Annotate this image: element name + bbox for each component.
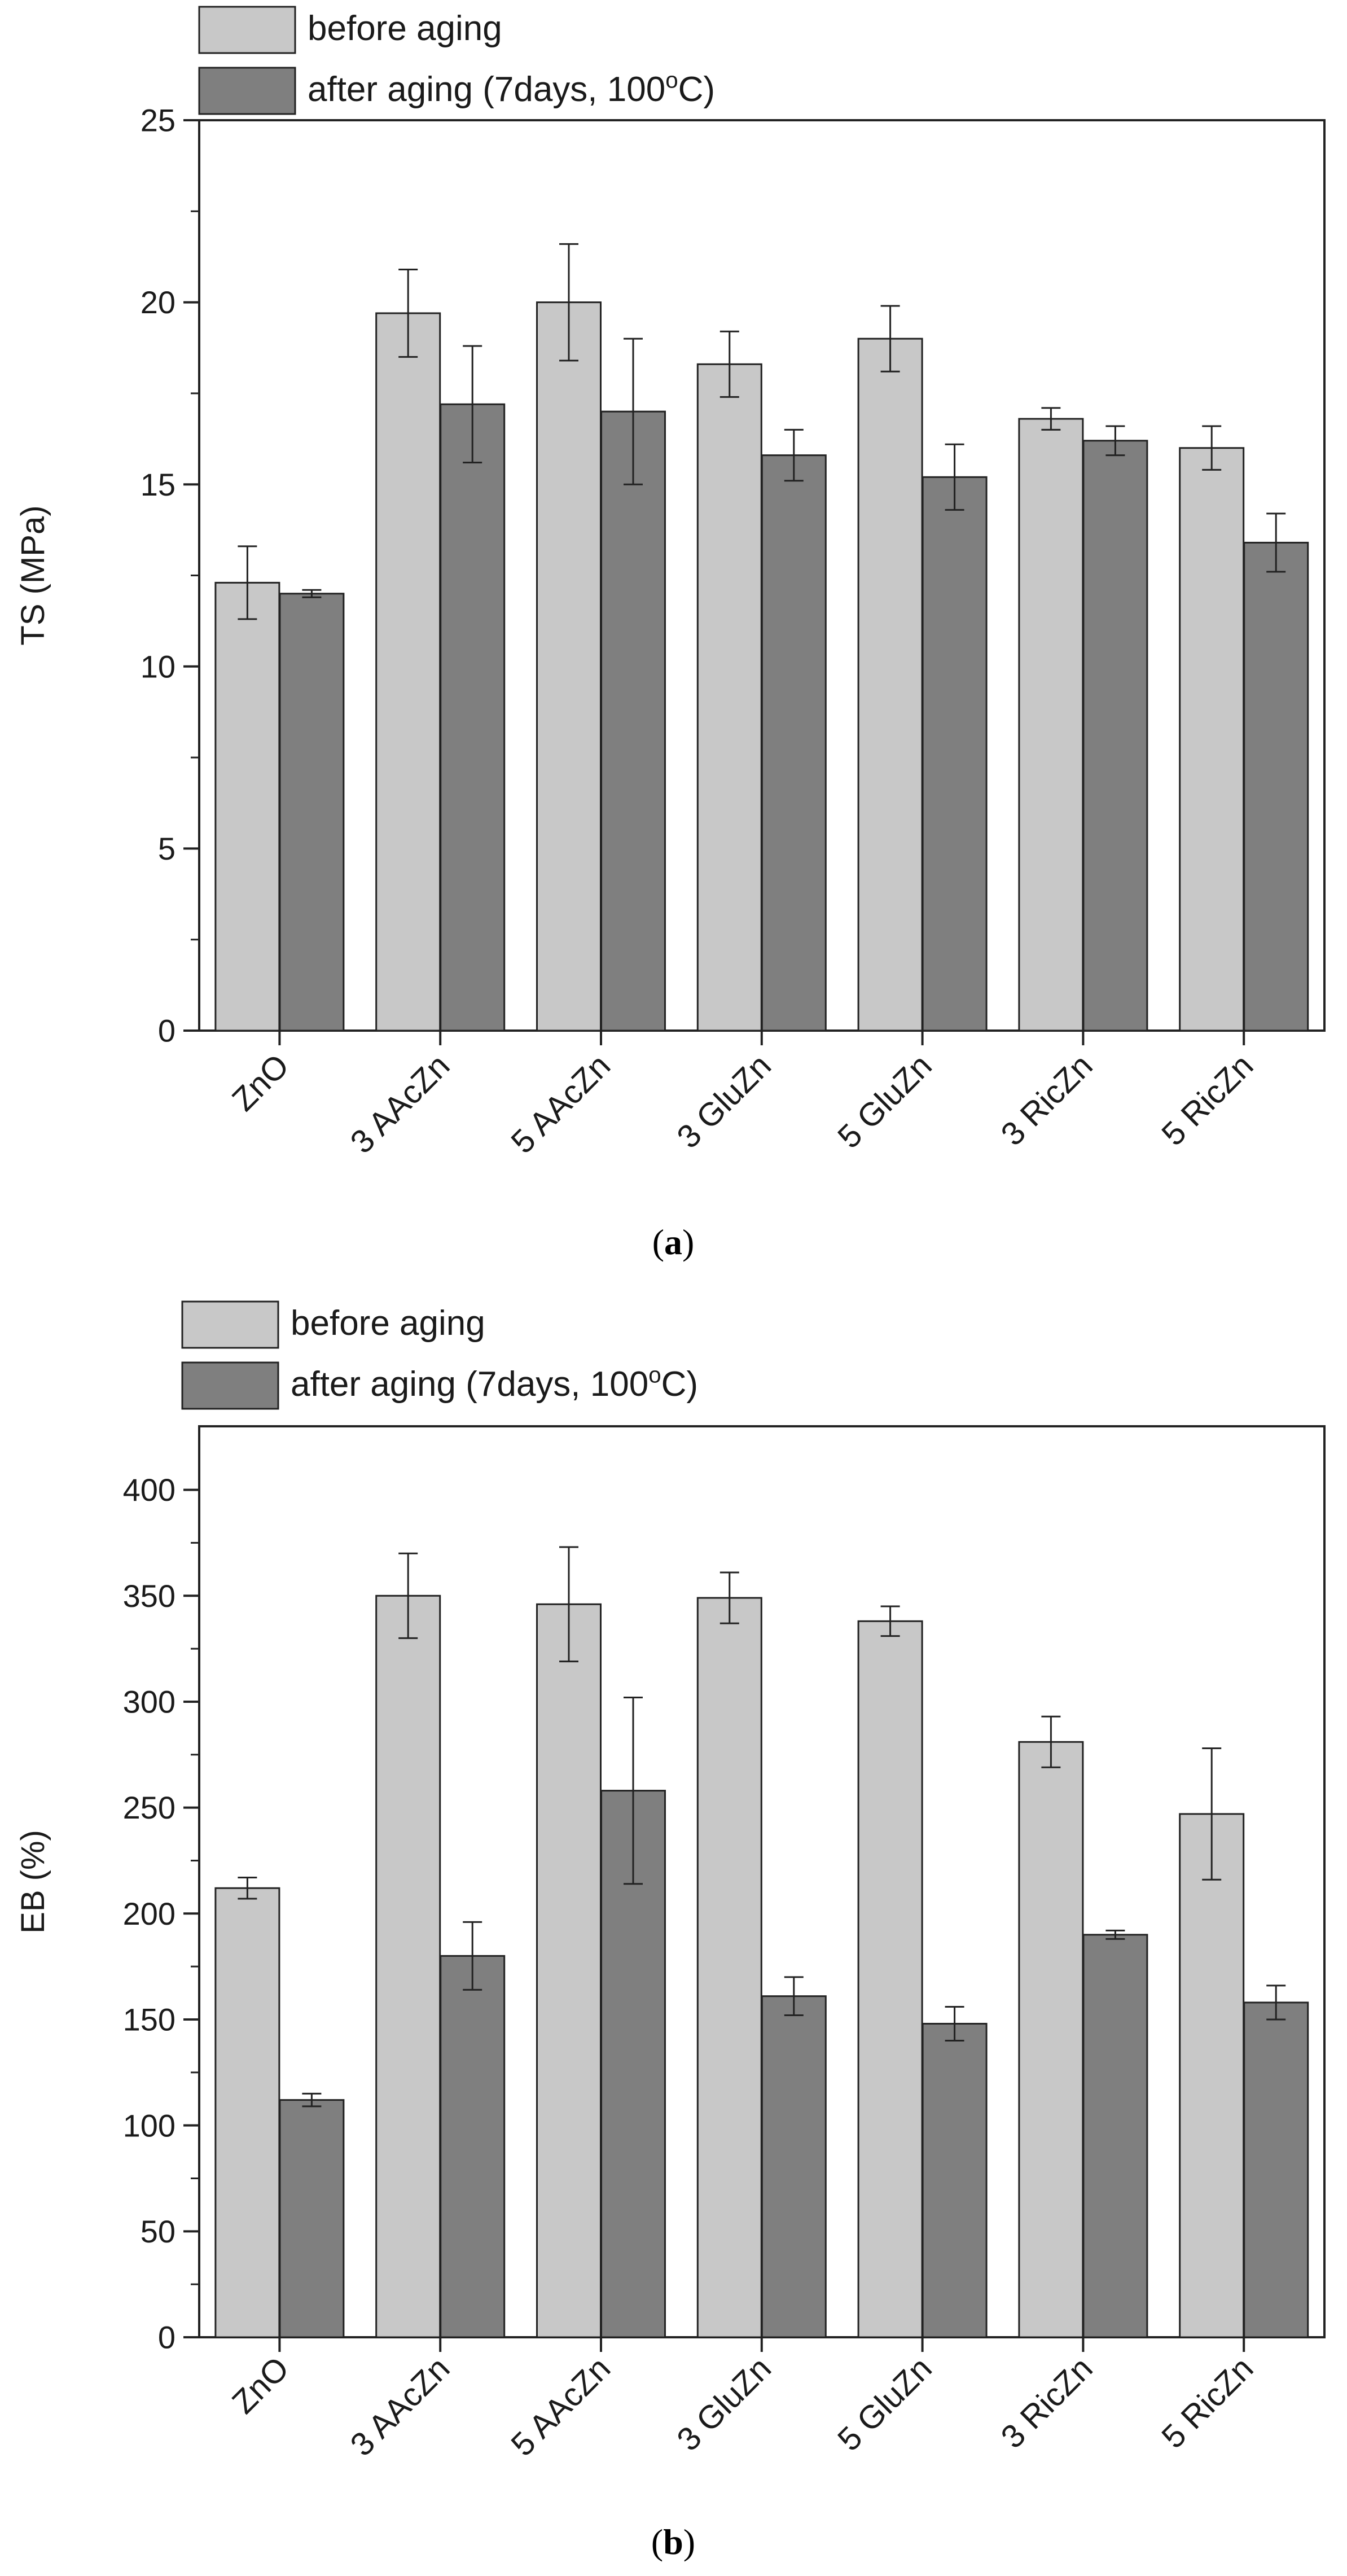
- x-tick-label: 5 RicZn: [1155, 1047, 1260, 1153]
- bar-after: [1082, 1934, 1148, 2338]
- bar-after: [1082, 440, 1148, 1032]
- bar-before: [857, 338, 923, 1032]
- legend-label: before aging: [308, 9, 502, 48]
- legend-label: after aging (7days, 100oC): [291, 1362, 698, 1404]
- bar-after: [1243, 541, 1309, 1032]
- y-tick-label: 0: [158, 1013, 175, 1049]
- y-tick-label: 50: [141, 2214, 175, 2249]
- legend-swatch: [181, 1361, 279, 1410]
- legend-swatch: [181, 1300, 279, 1349]
- x-tick-label: 3 GluZn: [670, 2350, 778, 2458]
- x-tick-label: ZnO: [225, 2350, 296, 2421]
- bar-after: [279, 593, 345, 1032]
- bar-after: [1243, 2001, 1309, 2338]
- y-tick-label: 25: [141, 103, 175, 138]
- y-tick-label: 100: [123, 2108, 175, 2143]
- y-tick-label: 300: [123, 1684, 175, 1720]
- bar-after: [922, 2022, 988, 2338]
- x-tick-label: 3 GluZn: [670, 1047, 778, 1155]
- legend-label: after aging (7days, 100oC): [308, 67, 715, 109]
- bar-before: [1179, 1813, 1245, 2338]
- y-tick-label: 200: [123, 1896, 175, 1931]
- bar-before: [214, 581, 280, 1032]
- y-tick-label: 350: [123, 1578, 175, 1614]
- bar-after: [440, 1955, 506, 2338]
- x-tick-label: 3 RicZn: [994, 2350, 1099, 2455]
- x-tick-label: 5 AAcZn: [504, 2350, 617, 2463]
- bar-before: [1018, 418, 1084, 1032]
- legend-label: before aging: [291, 1304, 485, 1343]
- bar-before: [857, 1620, 923, 2338]
- x-tick-label: ZnO: [225, 1047, 296, 1118]
- y-tick-label: 20: [141, 284, 175, 320]
- y-tick-label: 0: [158, 2320, 175, 2355]
- bar-before: [696, 363, 762, 1032]
- bar-after: [922, 476, 988, 1032]
- bar-before: [696, 1597, 762, 2338]
- x-tick-label: 5 GluZn: [831, 2350, 939, 2458]
- bar-before: [1179, 447, 1245, 1032]
- y-tick-label: 15: [141, 467, 175, 502]
- x-tick-label: 3 AAcZn: [343, 1047, 457, 1160]
- bar-before: [375, 1594, 441, 2338]
- y-axis-label: TS (MPa): [15, 505, 51, 645]
- y-tick-label: 150: [123, 2002, 175, 2038]
- x-tick-label: 3 RicZn: [994, 1047, 1099, 1153]
- bar-before: [536, 1603, 602, 2338]
- bar-after: [600, 410, 666, 1032]
- x-tick-label: 5 AAcZn: [504, 1047, 617, 1160]
- bar-before: [375, 312, 441, 1032]
- y-tick-label: 10: [141, 649, 175, 684]
- bar-before: [1018, 1741, 1084, 2338]
- y-tick-label: 250: [123, 1790, 175, 1825]
- bar-after: [440, 403, 506, 1032]
- y-tick-label: 5: [158, 831, 175, 866]
- legend-swatch: [198, 6, 296, 54]
- bar-before: [536, 301, 602, 1032]
- x-tick-label: 5 RicZn: [1155, 2350, 1260, 2455]
- y-axis-label: EB (%): [15, 1830, 51, 1934]
- x-tick-label: 3 AAcZn: [343, 2350, 457, 2463]
- bar-after: [279, 2099, 345, 2338]
- chart-panel-b: 0 50 100 150 200 250 300 350 400 EB (%) ZnO 3 AAcZn…: [15, 1300, 1326, 2562]
- y-tick-label: 400: [123, 1472, 175, 1508]
- bar-after: [761, 454, 827, 1032]
- x-tick-label: 5 GluZn: [831, 1047, 939, 1155]
- bar-before: [214, 1887, 280, 2338]
- panel-caption: (b): [651, 2522, 695, 2562]
- panel-caption: (a): [652, 1222, 695, 1262]
- bar-after: [761, 1995, 827, 2338]
- legend-swatch: [198, 67, 296, 115]
- chart-panel-a: 0 5 10 15 20 25 TS (MPa) ZnO 3 AAcZn 5 AAcZn 3 Glu…: [15, 6, 1326, 1262]
